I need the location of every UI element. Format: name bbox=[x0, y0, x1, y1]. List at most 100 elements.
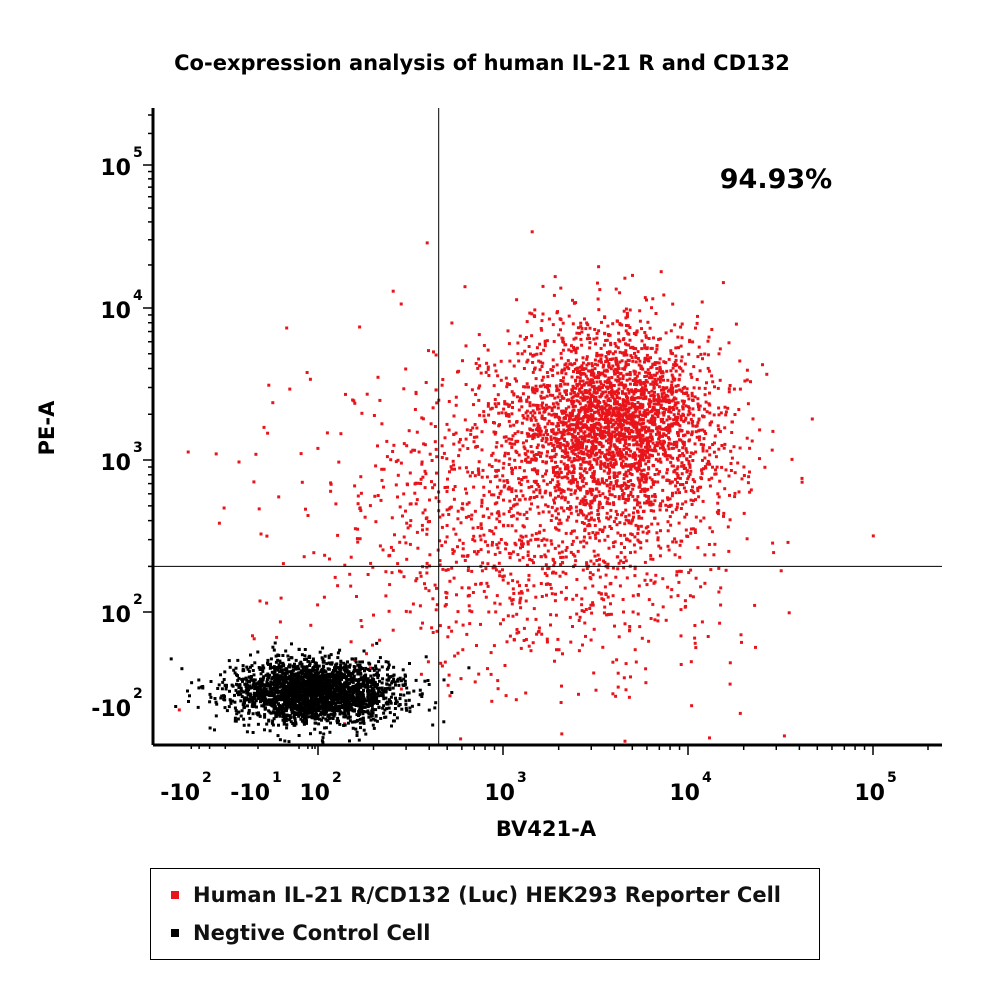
data-point bbox=[585, 541, 589, 545]
data-point bbox=[612, 411, 616, 415]
data-point bbox=[618, 403, 622, 407]
data-point bbox=[259, 532, 263, 536]
data-point bbox=[531, 437, 535, 441]
data-point bbox=[515, 420, 518, 424]
data-point bbox=[598, 434, 602, 438]
data-point bbox=[685, 387, 689, 391]
data-point bbox=[593, 447, 597, 451]
data-point bbox=[578, 376, 582, 380]
data-point bbox=[579, 499, 583, 503]
data-point bbox=[589, 373, 593, 377]
data-point bbox=[434, 608, 438, 612]
data-point bbox=[399, 570, 403, 574]
data-point bbox=[536, 505, 540, 509]
data-point bbox=[685, 450, 689, 454]
data-point bbox=[658, 470, 661, 474]
data-point bbox=[638, 406, 642, 410]
data-point bbox=[652, 336, 655, 340]
data-point bbox=[214, 714, 218, 718]
data-point bbox=[596, 509, 600, 512]
data-point bbox=[726, 406, 730, 410]
data-point bbox=[582, 382, 586, 386]
data-point bbox=[325, 662, 329, 666]
data-point bbox=[364, 710, 368, 714]
data-point bbox=[583, 435, 587, 439]
data-point bbox=[632, 422, 636, 426]
data-point bbox=[622, 385, 626, 389]
data-point bbox=[619, 486, 623, 490]
data-point bbox=[675, 472, 679, 476]
data-point bbox=[438, 563, 442, 567]
data-point bbox=[593, 533, 597, 537]
data-point bbox=[676, 416, 680, 419]
data-point bbox=[662, 413, 666, 417]
data-point bbox=[435, 586, 438, 590]
data-point bbox=[362, 674, 366, 678]
data-point bbox=[454, 532, 458, 536]
data-point bbox=[217, 521, 221, 525]
data-point bbox=[616, 671, 620, 675]
data-point bbox=[543, 385, 547, 389]
data-point bbox=[658, 431, 661, 435]
data-point bbox=[584, 413, 587, 417]
data-point bbox=[634, 409, 638, 413]
data-point bbox=[604, 455, 607, 459]
data-point bbox=[527, 460, 531, 464]
data-point bbox=[434, 447, 438, 451]
data-point bbox=[609, 527, 613, 530]
data-point bbox=[504, 694, 508, 698]
data-point bbox=[647, 500, 651, 504]
data-point bbox=[447, 507, 451, 511]
data-point bbox=[541, 361, 545, 365]
data-point bbox=[610, 385, 614, 389]
data-point bbox=[611, 383, 615, 387]
data-point bbox=[265, 601, 269, 605]
data-point bbox=[304, 507, 307, 511]
data-point bbox=[751, 417, 755, 421]
data-point bbox=[682, 464, 686, 467]
data-point bbox=[633, 498, 637, 502]
data-point bbox=[640, 478, 643, 482]
data-point bbox=[728, 518, 732, 522]
data-point bbox=[543, 543, 547, 547]
data-point bbox=[527, 345, 531, 348]
data-point bbox=[591, 451, 595, 455]
data-point bbox=[618, 377, 622, 381]
data-point bbox=[553, 485, 557, 489]
data-point bbox=[232, 668, 236, 672]
data-point bbox=[648, 453, 652, 457]
data-point bbox=[592, 627, 596, 631]
data-point bbox=[687, 460, 691, 463]
data-point bbox=[352, 399, 356, 403]
data-point bbox=[606, 595, 610, 599]
data-point bbox=[685, 481, 688, 484]
data-point bbox=[723, 426, 727, 430]
data-point bbox=[527, 485, 531, 489]
data-point bbox=[597, 563, 601, 567]
data-point bbox=[671, 456, 675, 460]
data-point bbox=[633, 535, 637, 539]
data-point bbox=[653, 362, 657, 366]
data-point bbox=[670, 388, 674, 392]
data-point bbox=[498, 491, 502, 495]
data-point bbox=[589, 638, 593, 642]
data-point bbox=[385, 455, 389, 459]
data-point bbox=[702, 467, 705, 471]
data-point bbox=[583, 621, 587, 625]
data-point bbox=[493, 565, 497, 569]
data-point bbox=[718, 378, 722, 382]
data-point bbox=[598, 373, 602, 377]
data-point bbox=[401, 668, 405, 672]
data-point bbox=[592, 337, 596, 341]
data-point bbox=[677, 449, 681, 452]
data-point bbox=[592, 404, 596, 408]
data-point bbox=[732, 387, 736, 391]
data-point bbox=[473, 474, 477, 478]
data-point bbox=[652, 423, 656, 427]
data-point bbox=[669, 460, 673, 464]
data-point bbox=[567, 314, 571, 318]
data-point bbox=[479, 538, 483, 542]
data-point bbox=[646, 408, 650, 412]
data-point bbox=[632, 398, 636, 402]
data-point bbox=[560, 434, 564, 438]
